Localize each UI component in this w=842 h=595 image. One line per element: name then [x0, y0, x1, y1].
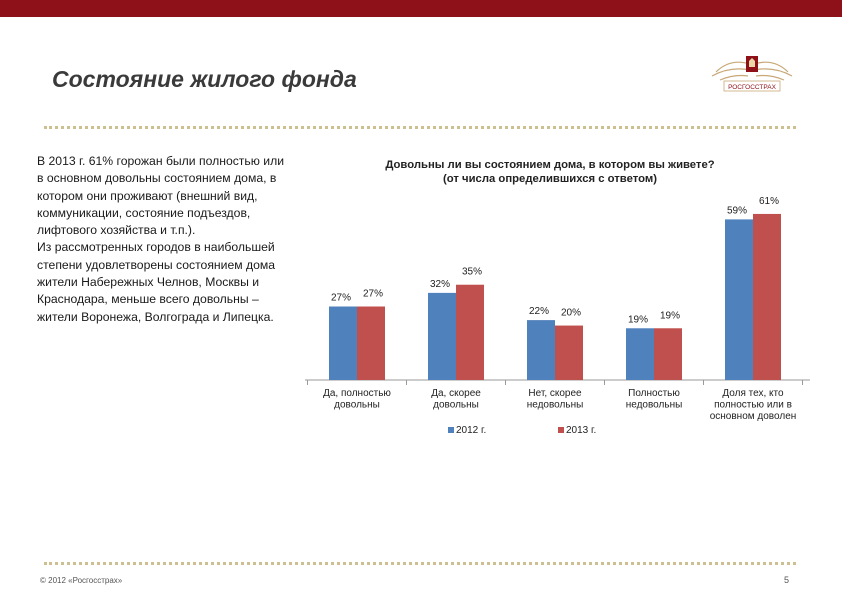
- bar-2012: [428, 292, 456, 380]
- bar-2012: [725, 219, 753, 380]
- category-label: Полностью: [628, 388, 680, 399]
- top-bar: [0, 0, 842, 17]
- data-label: 61%: [759, 196, 779, 207]
- data-label: 19%: [628, 314, 648, 325]
- page-title: Состояние жилого фонда: [52, 66, 357, 92]
- category-label: недовольны: [527, 400, 584, 411]
- bar-2013: [456, 284, 484, 380]
- category-label: полностью или в: [714, 400, 792, 411]
- category-label: Да, полностью: [323, 388, 391, 399]
- data-label: 20%: [561, 308, 581, 319]
- legend-swatch: [448, 427, 454, 433]
- category-label: Да, скорее: [431, 388, 481, 399]
- legend-label: 2012 г.: [456, 425, 486, 436]
- footer-copyright: © 2012 «Росгосстрах»: [40, 576, 123, 585]
- chart-title: Довольны ли вы состоянием дома, в которо…: [290, 158, 810, 186]
- bar-2013: [753, 213, 781, 380]
- category-label: основном доволен: [710, 411, 797, 422]
- legend-label: 2013 г.: [566, 425, 596, 436]
- category-label: недовольны: [626, 400, 683, 411]
- category-label: довольны: [334, 400, 380, 411]
- bar-2013: [555, 325, 583, 380]
- bottom-divider: [44, 562, 796, 565]
- chart-subtitle-line: (от числа определившихся с ответом): [443, 173, 657, 185]
- bar-2013: [654, 328, 682, 380]
- body-paragraph: Из рассмотренных городов в наибольшей ст…: [37, 240, 276, 324]
- body-paragraph: В 2013 г. 61% горожан были полностью или…: [37, 154, 284, 238]
- top-divider: [44, 126, 796, 129]
- category-label: довольны: [433, 400, 479, 411]
- data-label: 19%: [660, 310, 680, 321]
- data-label: 27%: [363, 288, 383, 299]
- bar-2012: [527, 320, 555, 380]
- logo-text: РОСГОССТРАХ: [728, 84, 777, 91]
- category-label: Доля тех, кто: [722, 388, 784, 399]
- bar-2013: [357, 306, 385, 380]
- data-label: 32%: [430, 279, 450, 290]
- data-label: 22%: [529, 306, 549, 317]
- category-label: Нет, скорее: [528, 388, 582, 399]
- data-label: 59%: [727, 205, 747, 216]
- slide-body-text: В 2013 г. 61% горожан были полностью или…: [37, 153, 287, 326]
- rosgosstrakh-logo: РОСГОССТРАХ: [711, 56, 793, 92]
- chart-title-line: Довольны ли вы состоянием дома, в которо…: [385, 159, 715, 171]
- bar-2012: [626, 328, 654, 380]
- data-label: 27%: [331, 292, 351, 303]
- data-label: 35%: [462, 267, 482, 278]
- bar-2012: [329, 306, 357, 380]
- legend-swatch: [558, 427, 564, 433]
- page-number: 5: [784, 575, 790, 585]
